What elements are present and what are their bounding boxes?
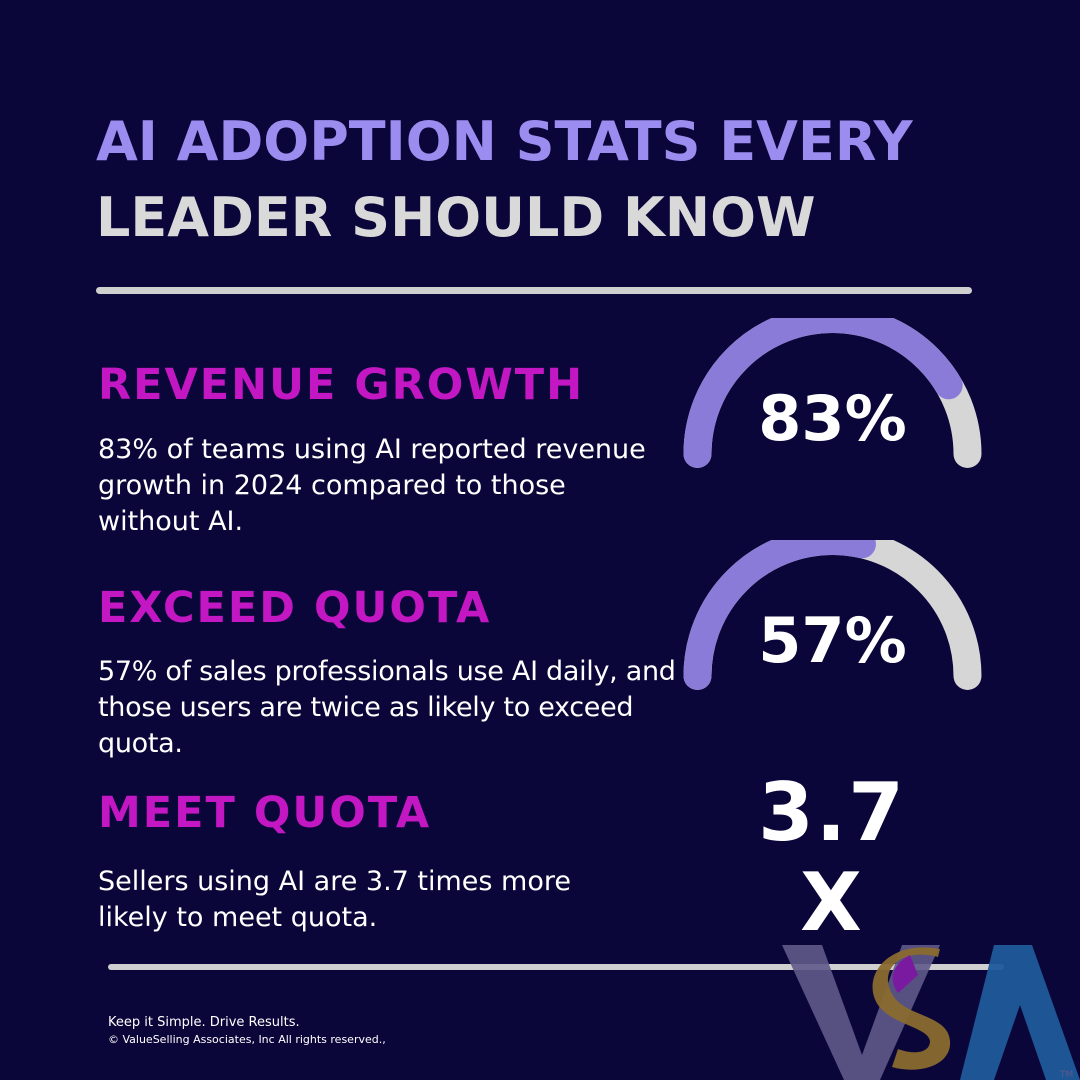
gauge-fill [683, 527, 876, 690]
vsa-logo: TM [782, 945, 1080, 1080]
revenue-growth-text: 83% of teams using AI reported revenue g… [98, 434, 646, 537]
footer-copyright: © ValueSelling Associates, Inc All right… [108, 1033, 386, 1046]
title-line-1: AI ADOPTION STATS EVERY [96, 110, 913, 173]
exceed-quota-value: 57% [758, 604, 907, 677]
revenue-growth-gauge: 83% [680, 305, 985, 478]
revenue-growth-value: 83% [758, 382, 907, 455]
exceed-quota-gauge: 57% [680, 527, 985, 700]
revenue-growth-heading: REVENUE GROWTH [98, 360, 585, 410]
revenue-growth-gauge-arc [683, 305, 982, 468]
top-divider [96, 287, 972, 294]
meet-quota-text: Sellers using AI are 3.7 times more like… [98, 866, 572, 933]
title-line-2: LEADER SHOULD KNOW [96, 186, 816, 249]
meet-quota-heading: MEET QUOTA [98, 788, 432, 838]
logo-s-shape [872, 947, 951, 1070]
footer: Keep it Simple. Drive Results. © ValueSe… [108, 1014, 386, 1048]
footer-tagline: Keep it Simple. Drive Results. [108, 1015, 300, 1030]
meet-quota-multiplier: 3.7 X [758, 766, 906, 949]
gauge-fill [683, 305, 963, 468]
page-title: AI ADOPTION STATS EVERY LEADER SHOULD KN… [96, 104, 913, 256]
exceed-quota-heading: EXCEED QUOTA [98, 583, 492, 633]
logo-s-accent [892, 955, 918, 993]
bottom-divider [108, 964, 1004, 970]
exceed-quota-text: 57% of sales professionals use AI daily,… [98, 656, 676, 759]
exceed-quota-gauge-arc [683, 527, 982, 690]
logo-a-shape [960, 945, 1080, 1080]
logo-trademark: TM [1059, 1070, 1073, 1080]
